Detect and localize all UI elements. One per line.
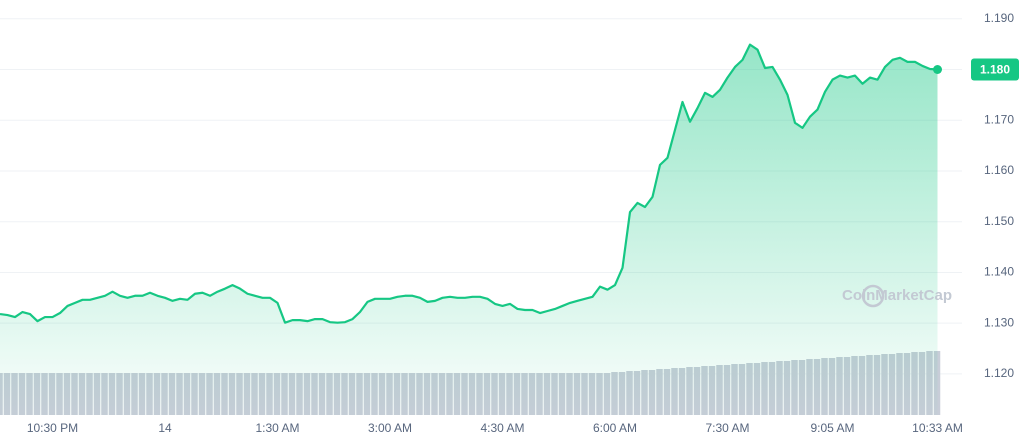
x-tick-label: 7:30 AM (705, 421, 749, 435)
y-tick-label: 1.130 (984, 315, 1014, 329)
y-tick-label: 1.120 (984, 366, 1014, 380)
x-tick-label: 3:00 AM (368, 421, 412, 435)
plot (0, 43, 942, 416)
y-tick-label: 1.170 (984, 112, 1014, 126)
labels: 1.120 1.130 1.140 1.150 1.160 1.170 1.180 1.190… (27, 11, 1019, 435)
x-tick-label: 10:33 AM (912, 421, 963, 435)
y-tick-label: 1.180 (980, 63, 1010, 77)
x-tick-label: 1:30 AM (255, 421, 299, 435)
x-tick-label: 10:30 PM (27, 421, 78, 435)
price-tag (971, 58, 1019, 81)
y-tick-label: 1.140 (984, 265, 1014, 279)
x-tick-label: 14 (158, 421, 172, 435)
y-tick-label: 1.190 (984, 11, 1014, 25)
price-line (0, 43, 938, 324)
watermark-logo (861, 284, 885, 308)
y-tick-label: 1.160 (984, 163, 1014, 177)
area (0, 44, 938, 416)
watermark: CoinMarketCap (842, 287, 952, 304)
last-point (933, 65, 942, 75)
x-tick-label: 6:00 AM (593, 421, 637, 435)
x-tick-label: 4:30 AM (480, 421, 524, 435)
y-tick-label: 1.150 (984, 214, 1014, 228)
x-tick-label: 9:05 AM (810, 421, 854, 435)
